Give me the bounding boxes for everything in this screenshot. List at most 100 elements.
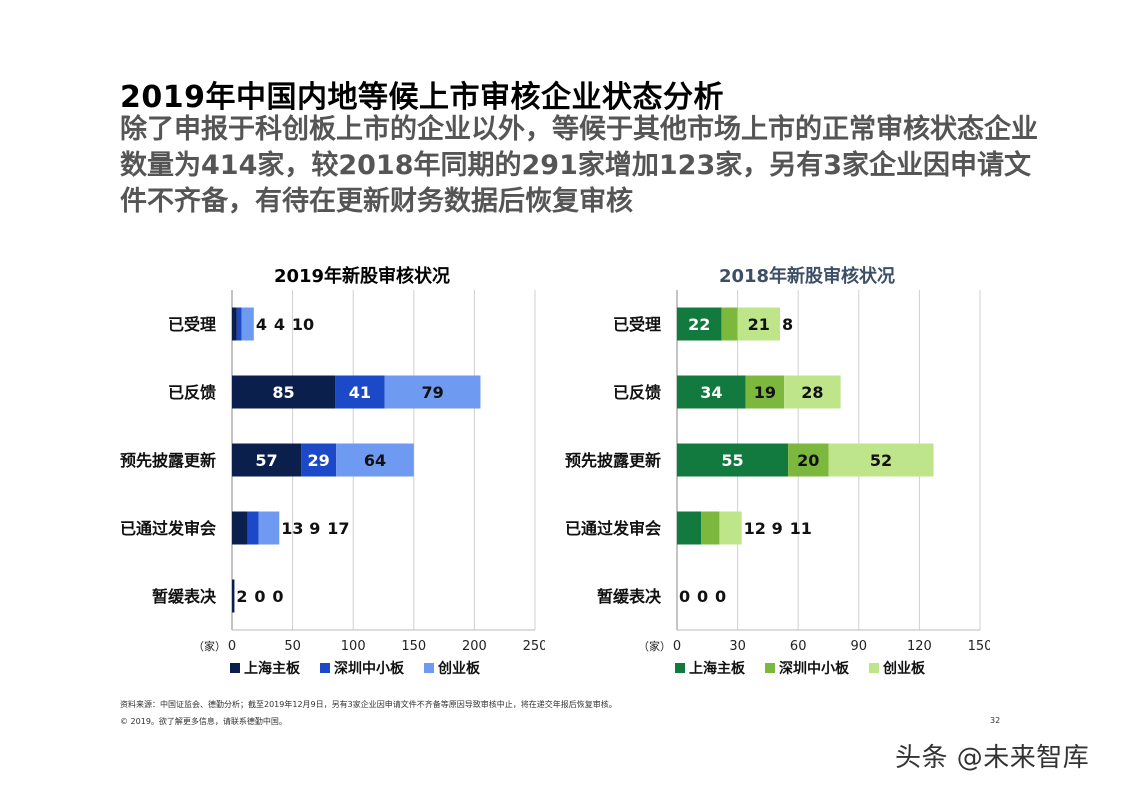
x-tick-label: 100 — [341, 639, 366, 654]
bar-3 — [241, 307, 254, 341]
category-label: 已通过发审会 — [120, 519, 216, 538]
data-label: 4 — [256, 315, 267, 334]
data-label: 0 — [715, 587, 726, 606]
legend-swatch — [675, 663, 685, 673]
category-label: 预先披露更新 — [565, 451, 661, 470]
legend-swatch — [230, 663, 240, 673]
bar-3 — [784, 375, 841, 409]
x-tick-label: 90 — [851, 639, 868, 654]
x-tick-label: 120 — [907, 639, 932, 654]
data-label: 34 — [700, 383, 722, 402]
data-label: 55 — [721, 451, 743, 470]
bar-2 — [335, 375, 385, 409]
x-tick-label: 200 — [462, 639, 487, 654]
page-subtitle: 除了申报于科创板上市的企业以外，等候于其他市场上市的正常审核状态企业数量为414… — [120, 114, 1038, 217]
footnote: 资料来源：中国证监会、德勤分析；截至2019年12月9日，另有3家企业因申请文件… — [120, 700, 617, 709]
data-label: 2 — [236, 587, 247, 606]
legend-swatch — [320, 663, 330, 673]
bar-3 — [336, 443, 414, 477]
category-label: 已受理 — [168, 315, 216, 334]
bar-1 — [232, 307, 237, 341]
bar-3 — [828, 443, 934, 477]
x-tick-label: 0 — [673, 639, 681, 654]
bar-1 — [677, 443, 789, 477]
bar-2 — [247, 511, 259, 545]
bar-2 — [236, 307, 242, 341]
data-label: 20 — [797, 451, 819, 470]
bar-2 — [788, 443, 829, 477]
category-label: 已反馈 — [168, 383, 216, 402]
data-label: 57 — [255, 451, 277, 470]
bar-2 — [701, 511, 720, 545]
category-label: 已通过发审会 — [565, 519, 661, 538]
unit-label: （家） — [193, 639, 226, 653]
data-label: 17 — [327, 519, 349, 538]
bar-3 — [258, 511, 280, 545]
data-label: 21 — [748, 315, 770, 334]
legend-swatch — [869, 663, 879, 673]
data-label: 0 — [254, 587, 265, 606]
data-label: 19 — [754, 383, 776, 402]
chart-title: 2018年新股审核状况 — [719, 265, 895, 287]
data-label: 29 — [308, 451, 330, 470]
data-label: 13 — [281, 519, 303, 538]
category-label: 已受理 — [613, 315, 661, 334]
data-label: 4 — [274, 315, 285, 334]
legend-label: 深圳中小板 — [334, 660, 405, 677]
bar-2 — [721, 307, 738, 341]
bar-1 — [232, 375, 336, 409]
page-number: 32 — [990, 716, 1001, 725]
category-label: 预先披露更新 — [120, 451, 216, 470]
bar-3 — [719, 511, 742, 545]
legend-label: 创业板 — [437, 660, 481, 677]
x-tick-label: 30 — [729, 639, 746, 654]
legend-swatch — [424, 663, 434, 673]
category-label: 暂缓表决 — [152, 587, 217, 606]
page-title: 2019年中国内地等候上市审核企业状态分析 — [120, 80, 724, 115]
data-label: 9 — [309, 519, 320, 538]
data-label: 0 — [679, 587, 690, 606]
x-tick-label: 150 — [401, 639, 426, 654]
data-label: 8 — [782, 315, 793, 334]
data-label: 41 — [349, 383, 371, 402]
category-label: 暂缓表决 — [597, 587, 662, 606]
data-label: 12 — [744, 519, 766, 538]
data-label: 11 — [790, 519, 812, 538]
watermark: 头条 @未来智库 — [895, 743, 1090, 773]
data-label: 22 — [688, 315, 710, 334]
legend-label: 创业板 — [882, 660, 926, 677]
bar-1 — [232, 579, 235, 613]
chart-title: 2019年新股审核状况 — [274, 265, 450, 287]
legend-label: 上海主板 — [689, 660, 746, 677]
data-label: 85 — [272, 383, 294, 402]
x-tick-label: 250 — [523, 639, 545, 654]
x-tick-label: 0 — [228, 639, 236, 654]
data-label: 10 — [292, 315, 314, 334]
category-label: 已反馈 — [613, 383, 661, 402]
bar-1 — [232, 511, 248, 545]
bar-1 — [232, 443, 302, 477]
x-tick-label: 50 — [284, 639, 301, 654]
x-tick-label: 60 — [790, 639, 807, 654]
bar-2 — [301, 443, 337, 477]
bar-2 — [745, 375, 785, 409]
data-label: 9 — [772, 519, 783, 538]
data-label: 64 — [364, 451, 386, 470]
legend-label: 深圳中小板 — [779, 660, 850, 677]
legend-swatch — [765, 663, 775, 673]
copyright: © 2019。欲了解更多信息，请联系德勤中国。 — [120, 717, 287, 726]
x-tick-label: 150 — [968, 639, 990, 654]
data-label: 52 — [870, 451, 892, 470]
data-label: 0 — [697, 587, 708, 606]
data-label: 28 — [801, 383, 823, 402]
bar-3 — [737, 307, 781, 341]
bar-1 — [677, 375, 746, 409]
bar-3 — [384, 375, 481, 409]
bar-1 — [677, 307, 722, 341]
unit-label: （家） — [638, 639, 671, 653]
legend-label: 上海主板 — [244, 660, 301, 677]
bar-1 — [677, 511, 702, 545]
data-label: 79 — [421, 383, 443, 402]
